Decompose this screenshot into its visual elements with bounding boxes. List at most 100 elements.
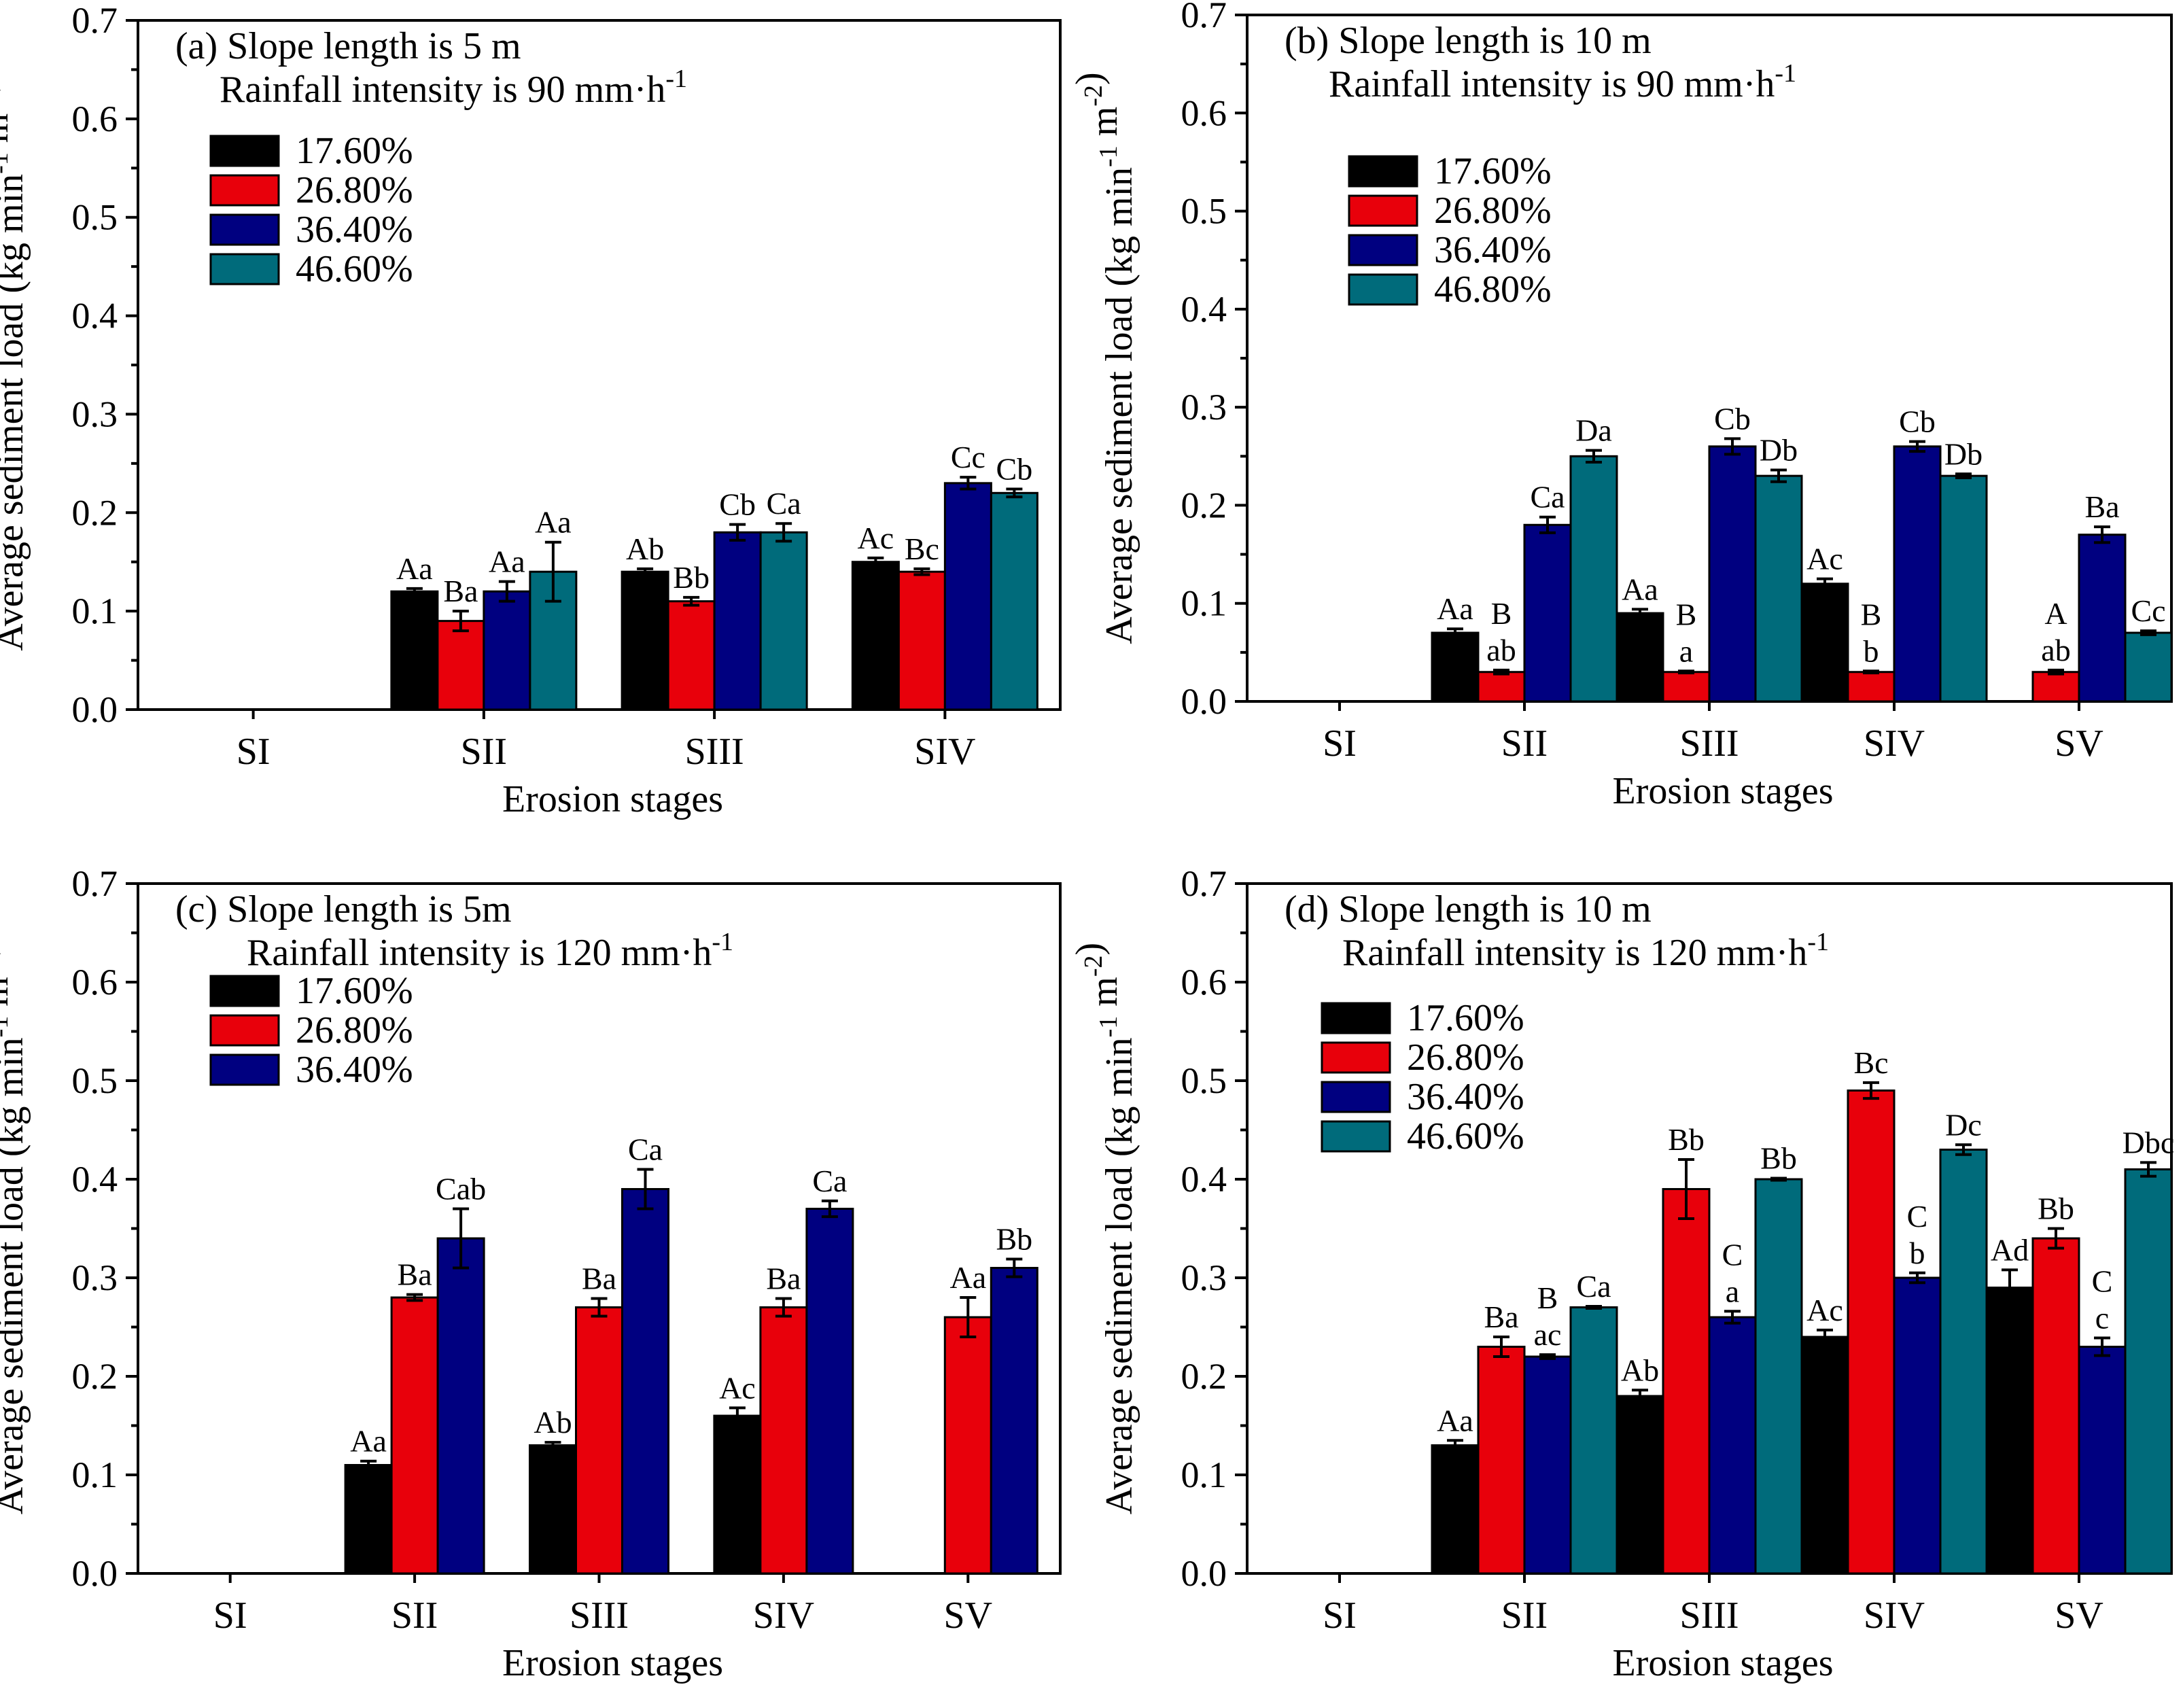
panel-subtitle: Rainfall intensity is 120 mm·h-1: [247, 928, 733, 974]
y-tick-label: 0.2: [72, 492, 118, 533]
bar: [1708, 1316, 1757, 1575]
legend-label: 26.80%: [1434, 190, 1552, 232]
legend-swatch: [1348, 194, 1418, 227]
significance-label: Db: [1760, 432, 1798, 467]
y-axis-title: Average sediment load (kg min-1 m-2): [0, 943, 31, 1514]
bar: [1985, 1287, 2034, 1575]
legend-swatch: [209, 1014, 280, 1047]
x-tick-label: SII: [391, 1594, 438, 1637]
bar: [390, 590, 439, 711]
x-tick-label: SI: [1323, 1594, 1357, 1637]
bar: [1477, 671, 1526, 703]
x-tick-label: SIII: [570, 1594, 629, 1637]
bar: [1754, 474, 1803, 703]
bar: [759, 1306, 808, 1575]
bar: [1893, 445, 1942, 703]
panel-title: (d) Slope length is 10 m: [1285, 888, 1652, 930]
significance-label: Aa: [1622, 572, 1658, 606]
bar: [1800, 1336, 1849, 1575]
legend-label: 26.80%: [1407, 1036, 1524, 1079]
significance-label: Aa: [396, 551, 433, 586]
bar: [667, 600, 716, 711]
bar: [897, 570, 946, 711]
legend-label: 17.60%: [1407, 997, 1524, 1039]
bar: [1662, 1188, 1711, 1575]
significance-label: Ba: [1484, 1300, 1518, 1334]
legend-label: 36.40%: [296, 1049, 413, 1091]
x-axis-title: Erosion stages: [502, 778, 723, 820]
bar: [851, 561, 900, 711]
bar: [1569, 1306, 1618, 1575]
y-tick-label: 0.0: [1181, 681, 1227, 722]
significance-label: Dc: [1945, 1107, 1982, 1142]
significance-label: Ac: [1806, 542, 1843, 576]
bar: [1616, 612, 1664, 703]
panel-a: 0.0 0.1 0.2 0.3 0.4 0.5 0.6 0.7 SI SII SIII SIV Aa Ab…: [0, 0, 1062, 820]
significance-label: Aa: [350, 1424, 387, 1459]
legend-swatch: [1321, 1002, 1391, 1034]
bar: [1847, 671, 1896, 703]
significance-label: Ca: [628, 1132, 663, 1167]
significance-label: Ba: [766, 1261, 801, 1295]
bar: [1939, 1149, 1988, 1575]
significance-label: Aa: [1437, 1403, 1473, 1437]
significance-label: Dbc: [2123, 1125, 2175, 1160]
bar: [713, 531, 762, 711]
y-tick-label: 0.1: [1181, 1454, 1227, 1495]
x-tick-label: SIV: [914, 731, 975, 773]
significance-label: Bb: [1760, 1141, 1797, 1176]
bar: [1431, 631, 1480, 703]
x-axis-title: Erosion stages: [502, 1642, 723, 1684]
legend-swatch: [1321, 1120, 1391, 1153]
y-axis-title: Average sediment load (kg min-1 m-2): [0, 79, 31, 650]
x-tick-label: SIII: [685, 731, 744, 773]
y-tick-label: 0.5: [72, 197, 118, 238]
legend-label: 17.60%: [1434, 150, 1552, 192]
y-tick-label: 0.3: [1181, 1257, 1227, 1298]
legend-label: 26.80%: [296, 169, 413, 211]
bar: [1800, 582, 1849, 703]
x-tick-label: SV: [2055, 722, 2103, 765]
bar: [483, 590, 531, 711]
significance-label: Aa: [535, 505, 572, 540]
panel-subtitle: Rainfall intensity is 120 mm·h-1: [1342, 928, 1829, 974]
x-tick-label: SI: [237, 731, 270, 773]
significance-label: Bb: [996, 1221, 1032, 1256]
y-tick-label: 0.2: [1181, 1356, 1227, 1397]
bar: [2078, 534, 2127, 703]
significance-label: Aa: [949, 1260, 986, 1295]
y-tick-label: 0.1: [72, 591, 118, 631]
legend-swatch: [209, 253, 280, 285]
bar: [344, 1464, 393, 1575]
significance-label: Bc: [1853, 1045, 1888, 1080]
bar: [390, 1296, 439, 1575]
bar: [2124, 1168, 2173, 1575]
y-tick-label: 0.5: [1181, 191, 1227, 232]
x-tick-label: SII: [461, 731, 507, 773]
significance-label: Ba: [398, 1257, 432, 1292]
bar: [2124, 631, 2173, 703]
x-tick-label: SII: [1501, 1594, 1548, 1637]
panel-b: 0.0 0.1 0.2 0.3 0.4 0.5 0.6 0.7 SI SII SIII SIV SV Aa…: [1068, 0, 2173, 812]
bar: [990, 1267, 1038, 1575]
significance-label: Bb: [673, 560, 710, 595]
legend-swatch: [1348, 234, 1418, 266]
bar: [1847, 1090, 1896, 1575]
bar: [805, 1208, 854, 1575]
y-axis-title: Average sediment load (kg min-1 m-2): [1068, 72, 1140, 644]
x-tick-label: SIV: [1864, 1594, 1925, 1637]
bar: [943, 482, 992, 711]
legend-swatch: [1321, 1041, 1391, 1074]
x-tick-label: SIII: [1679, 1594, 1739, 1637]
significance-label: Ca: [767, 486, 801, 521]
y-tick-label: 0.0: [72, 689, 118, 730]
y-tick-label: 0.2: [1181, 485, 1227, 525]
bar: [759, 531, 808, 711]
